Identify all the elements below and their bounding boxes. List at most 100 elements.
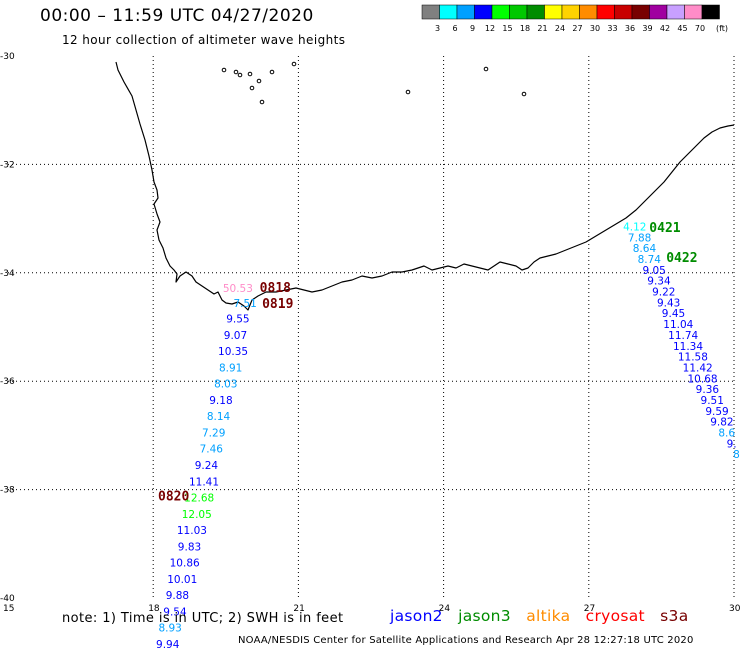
colorbar-label: 3 bbox=[435, 24, 440, 33]
colorbar-label: 15 bbox=[502, 24, 512, 33]
wave-height-value: 11.04 bbox=[663, 319, 693, 331]
wave-height-value: 9.22 bbox=[652, 287, 675, 299]
wave-height-value: 7.29 bbox=[202, 427, 225, 439]
pass-time-label: 0421 bbox=[649, 221, 680, 236]
wave-height-value: 12.68 bbox=[184, 493, 214, 505]
wave-height-value: 7.88 bbox=[628, 232, 651, 244]
colorbar-label: 33 bbox=[607, 24, 617, 33]
lat-tick-label: -36 bbox=[0, 377, 15, 387]
legend-jason3: jason3 bbox=[458, 607, 511, 625]
coastline bbox=[115, 61, 735, 311]
colorbar-label: 24 bbox=[555, 24, 565, 33]
colorbar-label: 18 bbox=[520, 24, 530, 33]
wave-height-value: 11.34 bbox=[673, 341, 703, 353]
wave-height-value: 10.01 bbox=[167, 574, 197, 586]
lat-tick-label: -32 bbox=[0, 160, 15, 170]
inland-feature bbox=[256, 78, 262, 84]
wave-height-value: 8.14 bbox=[207, 411, 231, 423]
inland-feature bbox=[247, 71, 253, 77]
inland-feature bbox=[233, 69, 239, 75]
legend-s3a: s3a bbox=[660, 607, 689, 625]
inland-feature bbox=[405, 89, 411, 95]
wave-height-value: 9.45 bbox=[662, 308, 685, 320]
colorbar-swatch bbox=[474, 4, 493, 20]
colorbar-swatch bbox=[421, 4, 440, 20]
colorbar-label: 70 bbox=[695, 24, 705, 33]
wave-height-value: 10.35 bbox=[218, 346, 248, 358]
colorbar-label: 12 bbox=[485, 24, 495, 33]
pass-time-label: 0818 bbox=[260, 281, 291, 296]
wave-height-value: 11.58 bbox=[678, 352, 708, 364]
colorbar-label: 39 bbox=[642, 24, 652, 33]
wave-height-value: 9.94 bbox=[156, 639, 180, 650]
colorbar-label: 6 bbox=[452, 24, 457, 33]
wave-height-value: 50.53 bbox=[223, 283, 253, 295]
wave-height-value: 9.07 bbox=[224, 330, 247, 342]
wave-height-value: 9.88 bbox=[166, 590, 189, 602]
wave-height-value: 9.82 bbox=[710, 417, 733, 429]
inland-feature bbox=[291, 61, 297, 67]
inland-feature bbox=[221, 67, 227, 73]
page-subtitle: 12 hour collection of altimeter wave hei… bbox=[62, 33, 346, 47]
wave-height-value: 11.41 bbox=[189, 476, 219, 488]
wave-height-value: 10.68 bbox=[688, 373, 718, 385]
wave-height-value: 9.54 bbox=[163, 606, 187, 618]
inland-feature bbox=[521, 91, 527, 97]
wave-height-value: 9.05 bbox=[642, 265, 665, 277]
lon-tick-label: 15 bbox=[3, 604, 14, 614]
credit-footer: NOAA/NESDIS Center for Satellite Applica… bbox=[238, 635, 694, 646]
lon-tick-label: 18 bbox=[148, 604, 160, 614]
wave-height-value: 9.59 bbox=[705, 406, 728, 418]
wave-height-value: 7.51 bbox=[233, 298, 256, 310]
wave-height-value: 11.42 bbox=[683, 362, 713, 374]
lon-tick-label: 27 bbox=[584, 604, 595, 614]
units-note: note: 1) Time is in UTC; 2) SWH is in fe… bbox=[62, 611, 344, 626]
lon-tick-label: 21 bbox=[293, 604, 304, 614]
colorbar-swatch bbox=[666, 4, 685, 20]
wave-height-value: 9.51 bbox=[701, 395, 724, 407]
inland-feature bbox=[259, 99, 265, 105]
wave-height-value: 8.93 bbox=[158, 623, 181, 635]
colorbar-swatch bbox=[456, 4, 475, 20]
wave-height-value: 8.03 bbox=[214, 379, 237, 391]
colorbar-swatch bbox=[684, 4, 703, 20]
wave-height-value: 9. bbox=[727, 438, 737, 450]
wave-height-value: 9.34 bbox=[647, 276, 671, 288]
wave-height-value: 12.05 bbox=[182, 509, 212, 521]
pass-time-label: 0422 bbox=[666, 251, 697, 266]
lat-tick-label: -30 bbox=[0, 52, 15, 62]
colorbar-label: 27 bbox=[572, 24, 582, 33]
pass-time-label: 0820 bbox=[158, 489, 189, 504]
page-title: 00:00 – 11:59 UTC 04/27/2020 bbox=[40, 6, 314, 26]
legend-jason2: jason2 bbox=[390, 607, 443, 625]
colorbar-swatch bbox=[544, 4, 563, 20]
lat-tick-label: -38 bbox=[0, 486, 15, 496]
legend-altika: altika bbox=[526, 607, 571, 625]
lat-tick-label: -34 bbox=[0, 269, 15, 279]
wave-height-value: 9.24 bbox=[195, 460, 219, 472]
wave-height-value: 9.55 bbox=[226, 314, 249, 326]
colorbar-unit: (ft) bbox=[716, 24, 728, 33]
colorbar-swatch bbox=[649, 4, 668, 20]
wave-height-value: 9.18 bbox=[209, 395, 232, 407]
wave-height-value: 9.36 bbox=[696, 384, 720, 396]
inland-feature bbox=[269, 69, 275, 75]
wave-height-value: 10.86 bbox=[170, 558, 200, 570]
lon-tick-label: 30 bbox=[729, 604, 740, 614]
colorbar-swatch bbox=[614, 4, 633, 20]
wave-height-value: 11.03 bbox=[177, 525, 207, 537]
lon-tick-label: 24 bbox=[439, 604, 451, 614]
colorbar-label: 45 bbox=[677, 24, 687, 33]
wave-height-value: 8.64 bbox=[633, 243, 657, 255]
wave-height-value: 8 bbox=[733, 449, 740, 461]
colorbar-swatch bbox=[526, 4, 545, 20]
colorbar-label: 21 bbox=[537, 24, 547, 33]
inland-feature bbox=[237, 72, 243, 78]
colorbar-swatch bbox=[491, 4, 510, 20]
pass-time-label: 0819 bbox=[262, 297, 293, 312]
wave-height-value: 8.74 bbox=[638, 254, 662, 266]
wave-height-value: 4.12 bbox=[623, 222, 646, 234]
inland-feature bbox=[483, 66, 489, 72]
wave-height-value: 9.43 bbox=[657, 297, 680, 309]
